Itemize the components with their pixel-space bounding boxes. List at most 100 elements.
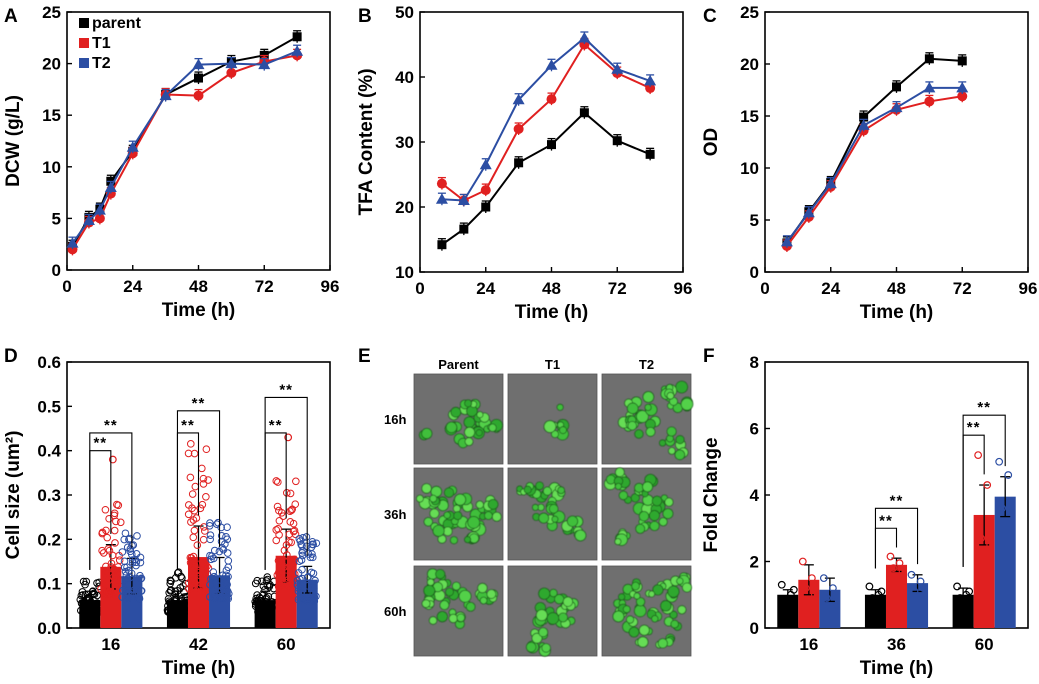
data-point-parent	[194, 73, 203, 83]
scatter-points-parent-16	[76, 577, 104, 617]
x-axis-title: Time (h)	[162, 658, 236, 679]
data-point-T1	[226, 67, 237, 78]
data-point-T1	[436, 178, 447, 189]
scatter-points-T1-36	[886, 552, 907, 576]
legend-label-T2: T2	[92, 55, 111, 72]
scatter-points-parent-16	[777, 580, 798, 604]
data-point-parent	[437, 240, 447, 250]
y-tick-label: 0.5	[37, 397, 61, 416]
significance-bracket	[264, 396, 308, 570]
data-point-parent	[547, 140, 556, 150]
x-tick-label: 96	[674, 279, 693, 298]
series-line-T2	[441, 36, 651, 202]
y-tick-label: 8	[750, 353, 759, 372]
data-point-T2	[479, 158, 492, 170]
outlier-point	[108, 455, 117, 464]
data-point-T1	[957, 91, 968, 102]
significance-bracket	[874, 507, 919, 569]
y-axis-title: DCW (g/L)	[3, 95, 24, 187]
data-point-parent	[481, 202, 491, 212]
x-tick-label: 48	[189, 277, 208, 296]
x-tick-label: 72	[255, 277, 274, 296]
panel-A: A 0 5 10 15 20 25 0 24 48 72 96 Time (h) DCW (g/L) par…	[3, 3, 339, 321]
x-axis-title: Time (h)	[162, 300, 236, 321]
significance-bracket	[176, 410, 221, 570]
data-point-T2	[126, 141, 139, 152]
data-point-T1	[480, 185, 491, 196]
y-tick-label: 50	[395, 3, 414, 22]
data-point-T2	[545, 59, 558, 70]
y-tick-label: 0	[52, 261, 61, 280]
data-point-T2	[82, 214, 95, 225]
significance-label: **	[279, 381, 293, 398]
data-point-parent	[892, 82, 901, 92]
legend-swatch-parent	[79, 18, 89, 28]
y-tick-label: 10	[740, 159, 759, 178]
y-tick-label: 0.2	[37, 530, 61, 549]
panel-E: E Parent T1 T2 16h 36h 60h	[358, 346, 694, 657]
data-point-parent	[579, 108, 589, 118]
data-point-T2	[159, 89, 172, 101]
scatter-points-parent-60	[953, 582, 974, 602]
legend-label-T1: T1	[92, 35, 111, 52]
bar-T1-42	[187, 557, 210, 628]
y-axis-title: OD	[701, 128, 722, 157]
y-tick-label: 15	[42, 106, 61, 125]
bar-T2-60	[994, 496, 1016, 628]
y-tick-label: 25	[42, 3, 61, 22]
panel-F: F 0 2 4 6 8 16 36 60 Time (h) Fold Change ** ** ** **	[701, 346, 1029, 679]
y-tick-label: 5	[52, 209, 61, 228]
x-tick-label: 60	[975, 635, 994, 654]
panel-letter: C	[703, 6, 717, 27]
panel-letter: A	[4, 6, 18, 27]
x-tick-label: 24	[123, 277, 142, 296]
x-tick-label: 36	[887, 635, 906, 654]
micrograph-T1-36h	[507, 467, 598, 561]
bar-T1-36	[885, 564, 908, 628]
y-tick-label: 15	[740, 107, 759, 126]
y-tick-label: 0.6	[37, 353, 61, 372]
data-point-T2	[578, 32, 591, 43]
y-tick-label: 40	[395, 68, 414, 87]
x-tick-label: 48	[887, 279, 906, 298]
panel-letter: D	[4, 346, 18, 367]
data-point-T1	[94, 213, 105, 224]
data-point-T2	[93, 204, 106, 215]
y-tick-label: 20	[395, 198, 414, 217]
scatter-points-T2-42	[205, 518, 233, 603]
data-point-parent	[612, 136, 622, 146]
x-tick-label: 16	[799, 635, 818, 654]
y-tick-label: 10	[395, 263, 414, 282]
data-point-T2	[104, 181, 117, 192]
panel-letter: F	[703, 346, 715, 367]
panel-letter: B	[358, 6, 372, 27]
y-tick-label: 0	[750, 619, 759, 638]
x-tick-label: 0	[760, 279, 769, 298]
data-point-parent	[957, 56, 967, 66]
micrograph-T2-16h	[601, 373, 694, 465]
legend-label-parent: parent	[92, 15, 142, 32]
x-axis-title: Time (h)	[860, 658, 934, 679]
panel-letter: E	[358, 346, 371, 367]
data-point-T2	[192, 58, 205, 70]
y-axis-title: Fold Change	[701, 437, 722, 552]
x-tick-label: 48	[542, 279, 561, 298]
y-tick-label: 0.1	[37, 575, 61, 594]
y-tick-label: 5	[750, 211, 759, 230]
y-tick-label: 6	[750, 420, 759, 439]
data-point-T2	[956, 81, 969, 93]
scatter-points-T1-60	[272, 477, 300, 591]
panel-D: D 0.0 0.1 0.2 0.3 0.4 0.5 0.6 16 42 60 Time (h) Cell…	[3, 346, 331, 679]
data-point-parent	[514, 158, 524, 168]
y-axis-title: TFA Content (%)	[356, 68, 377, 215]
data-point-T1	[513, 124, 524, 134]
scatter-points-T1-16	[798, 557, 819, 599]
significance-label: **	[181, 417, 195, 434]
x-tick-label: 96	[321, 277, 340, 296]
significance-bracket	[89, 432, 133, 570]
y-tick-label: 4	[750, 486, 760, 505]
legend-swatch-T2	[79, 58, 89, 68]
y-tick-label: 0.0	[37, 619, 61, 638]
micro-row-label: 60h	[384, 604, 406, 619]
